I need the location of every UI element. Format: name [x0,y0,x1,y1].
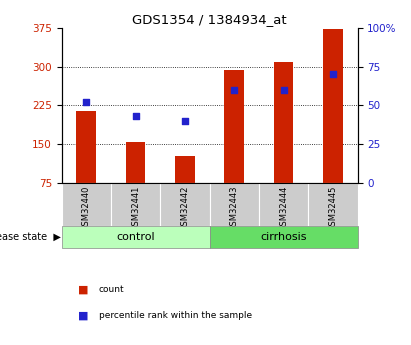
Text: ■: ■ [78,285,89,295]
Bar [210,226,358,248]
Bar [175,156,195,183]
Bar [62,226,210,248]
Text: percentile rank within the sample: percentile rank within the sample [99,311,252,320]
Text: GSM32441: GSM32441 [131,186,140,231]
Bar [308,183,358,226]
Point [83,100,90,105]
Point [330,71,336,77]
Text: count: count [99,285,124,294]
Text: GSM32444: GSM32444 [279,186,288,231]
Bar [62,183,111,226]
Bar [76,111,96,183]
Title: GDS1354 / 1384934_at: GDS1354 / 1384934_at [132,13,287,27]
Bar [323,29,343,183]
Bar [126,142,145,183]
Bar [160,183,210,226]
Bar [274,62,293,183]
Text: control: control [116,232,155,242]
Bar [111,183,160,226]
Text: cirrhosis: cirrhosis [260,232,307,242]
Point [231,87,238,93]
Point [132,114,139,119]
Text: GSM32442: GSM32442 [180,186,189,231]
Text: GSM32440: GSM32440 [82,186,91,231]
Bar [224,70,244,183]
Bar [210,183,259,226]
Text: ■: ■ [78,311,89,321]
Text: GSM32443: GSM32443 [230,186,239,231]
Text: GSM32445: GSM32445 [328,186,337,231]
Bar [259,183,308,226]
Text: disease state  ▶: disease state ▶ [0,232,61,242]
Point [182,118,188,124]
Point [280,87,287,93]
